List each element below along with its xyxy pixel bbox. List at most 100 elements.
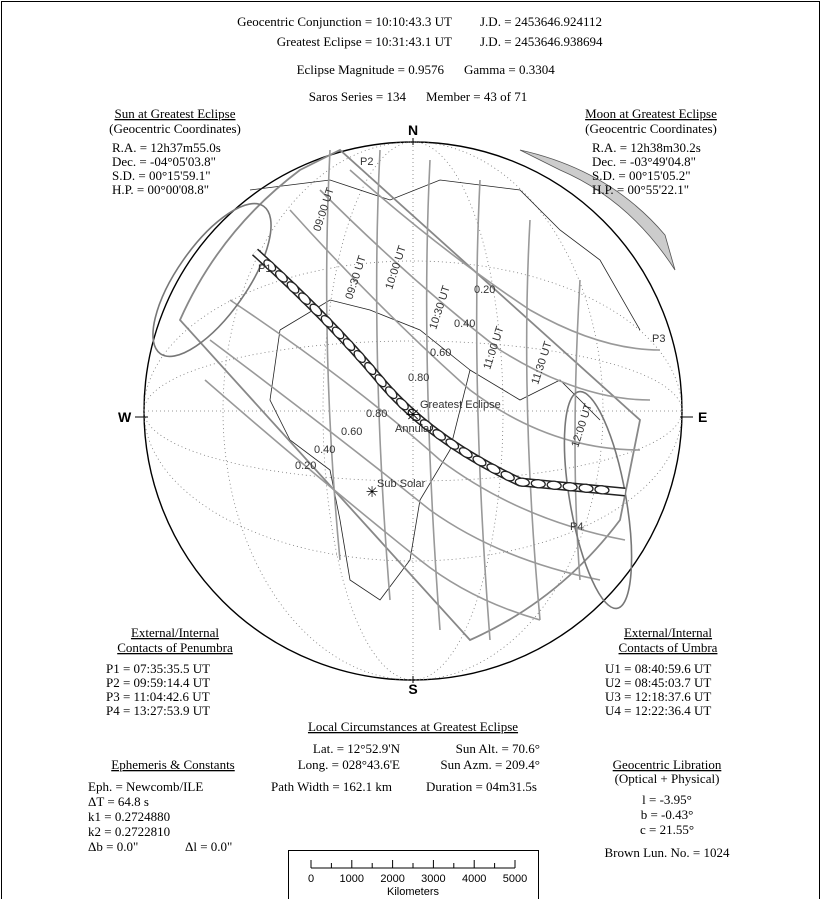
- scale-box: [288, 850, 539, 899]
- contact-curve: [152, 202, 272, 358]
- magnitude-label: 0.60: [430, 347, 451, 359]
- penumbra-title: External/Internal: [131, 625, 219, 640]
- magnitude-label: 0.80: [408, 372, 429, 384]
- sun-line: S.D. = 00°15'59.1": [112, 168, 211, 183]
- magnitude-label: 0.20: [474, 284, 495, 296]
- libration-line: b = -0.43°: [641, 807, 694, 822]
- umbra-outline: [342, 338, 356, 352]
- libration-brown: Brown Lun. No. = 1024: [604, 845, 730, 860]
- scale-tick-label: 5000: [503, 873, 527, 885]
- moon-line: S.D. = 00°15'05.2": [592, 168, 691, 183]
- scale-label: Kilometers: [387, 886, 439, 898]
- greatest-jd: J.D. = 2453646.938694: [480, 34, 603, 49]
- umbra-outline: [472, 455, 487, 467]
- moon-title: Moon at Greatest Eclipse: [585, 106, 717, 121]
- time-line: [375, 149, 391, 601]
- ephemeris-line: k2 = 0.2722810: [88, 824, 170, 839]
- moon-subtitle: (Geocentric Coordinates): [585, 121, 717, 136]
- penumbra-line: P4 = 13:27:53.9 UT: [106, 703, 210, 718]
- umbra-outline: [407, 408, 421, 422]
- magnitude-label: 0.20: [295, 460, 316, 472]
- libration-line: l = -3.95°: [642, 792, 692, 807]
- contact-label: P4: [570, 521, 583, 533]
- moon-line: R.A. = 12h38m30.2s: [592, 140, 701, 155]
- member: Member = 43 of 71: [426, 89, 527, 104]
- umbra-outline: [514, 477, 530, 487]
- graticule: [222, 141, 604, 681]
- scale-tick-label: 3000: [421, 873, 445, 885]
- greatest-eclipse: Greatest Eclipse = 10:31:43.1 UT: [277, 34, 452, 49]
- time-line: [525, 219, 541, 621]
- greatest-label: Greatest Eclipse: [420, 399, 501, 411]
- contact-curve: [563, 390, 633, 610]
- umbra-outline: [286, 281, 300, 294]
- time-line: [574, 279, 581, 581]
- east-label: E: [698, 409, 707, 425]
- ephemeris-db: Δb = 0.0": [88, 839, 138, 854]
- moon-line: H.P. = 00°55'22.1": [592, 182, 689, 197]
- ephemeris-title: Ephemeris & Constants: [111, 757, 235, 772]
- night-region: [519, 149, 676, 271]
- graticule: [143, 260, 683, 562]
- umbra-outline: [594, 485, 610, 495]
- ephemeris-line: Eph. = Newcomb/ILE: [88, 779, 203, 794]
- ephemeris-line: k1 = 0.2724880: [88, 809, 170, 824]
- south-label: S: [408, 681, 417, 697]
- conjunction-jd: J.D. = 2453646.924112: [480, 14, 602, 29]
- umbra-outline: [274, 270, 288, 283]
- annular-label: Annular: [395, 423, 433, 435]
- sun-line: H.P. = 00°00'08.8": [112, 182, 209, 197]
- magnitude-label: 0.80: [366, 408, 387, 420]
- penumbra-line: P3 = 11:04:42.6 UT: [106, 689, 210, 704]
- magnitude-label: 0.40: [314, 444, 335, 456]
- umbra-outline: [364, 361, 377, 376]
- north-label: N: [408, 122, 418, 138]
- contact-label: P3: [652, 333, 665, 345]
- umbra-outline: [546, 480, 562, 490]
- magnitude-label: 0.60: [341, 426, 362, 438]
- umbra-line: U3 = 12:18:37.6 UT: [605, 689, 711, 704]
- magnitude-line: [289, 209, 641, 451]
- umbra-outline: [445, 438, 460, 450]
- magnitude-line: [204, 379, 541, 621]
- umbra-outline: [432, 429, 446, 441]
- umbra-title: External/Internal: [624, 625, 712, 640]
- saros: Saros Series = 134: [309, 89, 407, 104]
- scale-tick-label: 0: [308, 873, 314, 885]
- local-title: Local Circumstances at Greatest Eclipse: [308, 719, 518, 734]
- ephemeris-dl: Δl = 0.0": [185, 839, 232, 854]
- umbra-line: U2 = 08:45:03.7 UT: [605, 675, 711, 690]
- local-sun-alt: Sun Alt. = 70.6°: [456, 741, 540, 756]
- umbra-title: Contacts of Umbra: [619, 640, 718, 655]
- scale-tick-label: 4000: [462, 873, 486, 885]
- penumbra-line: P2 = 09:59:14.4 UT: [106, 675, 210, 690]
- umbra-outline: [374, 374, 387, 388]
- umbra-outline: [562, 482, 578, 492]
- umbra-outline: [396, 397, 409, 411]
- libration-title: Geocentric Libration: [613, 757, 722, 772]
- local-path-width: Path Width = 162.1 km: [271, 779, 392, 794]
- umbra-outline: [263, 259, 277, 272]
- magnitude-line: [319, 189, 651, 401]
- graticule: [322, 141, 504, 681]
- umbra-outline: [298, 292, 311, 305]
- umbra-outline: [384, 386, 398, 400]
- libration-line: c = 21.55°: [640, 822, 694, 837]
- umbra-outline: [320, 314, 334, 328]
- umbra-outline: [353, 349, 366, 364]
- sub-solar-marker: ✳: [366, 484, 379, 501]
- time-line: [475, 179, 491, 641]
- umbra-outline: [419, 419, 434, 432]
- umbra-line: U4 = 12:22:36.4 UT: [605, 703, 711, 718]
- contact-label: P2: [360, 156, 373, 168]
- time-line: [325, 149, 341, 561]
- scale-tick-label: 2000: [380, 873, 404, 885]
- globe: ✳ ✳: [143, 141, 683, 681]
- magnitude-label: 0.40: [454, 318, 475, 330]
- sub-solar-label: Sub Solar: [377, 478, 426, 490]
- local-long: Long. = 028°43.6'E: [298, 757, 400, 772]
- umbra-outline: [486, 463, 501, 475]
- umbra-outline: [578, 483, 594, 493]
